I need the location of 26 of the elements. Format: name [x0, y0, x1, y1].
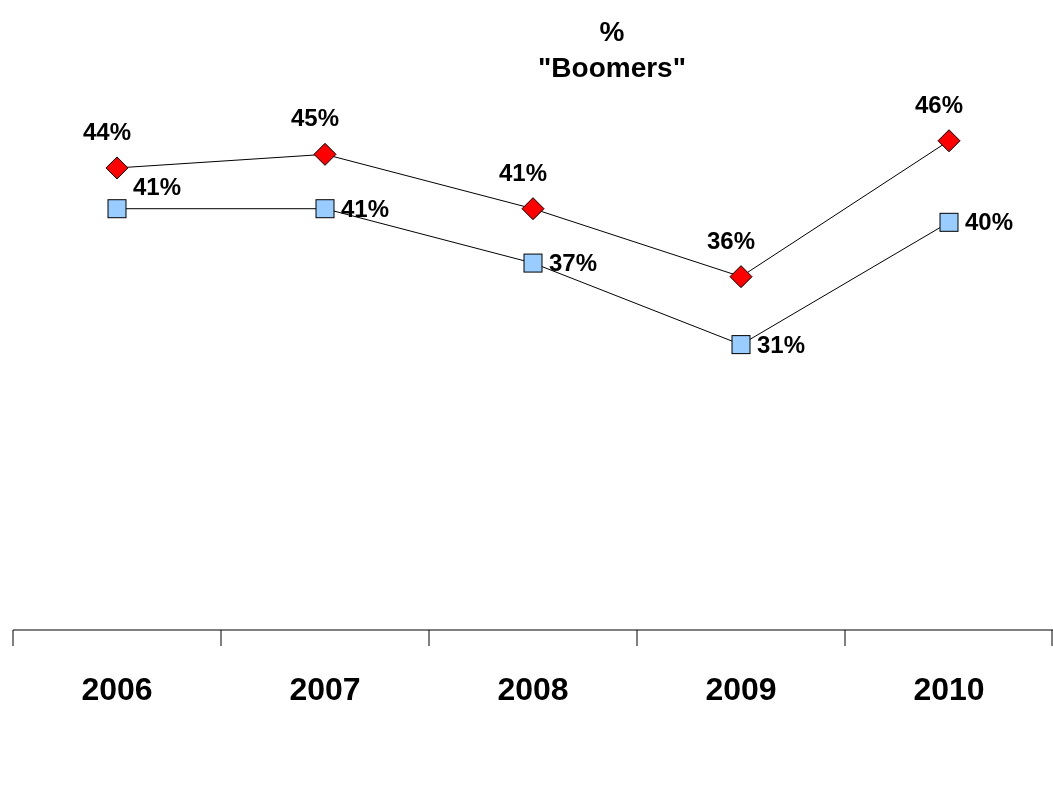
point — [107, 199, 127, 219]
point — [313, 142, 337, 166]
data-label: 36% — [706, 226, 756, 254]
data-label: 41% — [133, 172, 182, 200]
point — [939, 212, 959, 232]
point — [731, 335, 751, 355]
data-label: 44% — [82, 117, 132, 145]
data-label: 37% — [549, 249, 598, 277]
x-tick-label: 2008 — [497, 671, 569, 707]
x-tick-label: 2007 — [289, 671, 361, 707]
data-label: 31% — [757, 330, 806, 358]
point — [521, 197, 545, 221]
x-tick-label: 2006 — [81, 671, 153, 707]
data-label: 40% — [965, 208, 1014, 236]
chart-title: % "Boomers" — [537, 15, 687, 85]
data-label: 41% — [341, 194, 390, 222]
x-tick-label: 2010 — [913, 671, 985, 707]
x-tick-label: 2009 — [705, 671, 777, 707]
point — [729, 265, 753, 289]
data-label: 41% — [498, 158, 548, 186]
point — [523, 253, 543, 273]
point — [937, 129, 961, 153]
point — [105, 156, 129, 180]
data-label: 45% — [290, 104, 340, 132]
point — [315, 199, 335, 219]
data-label: 46% — [914, 90, 964, 118]
